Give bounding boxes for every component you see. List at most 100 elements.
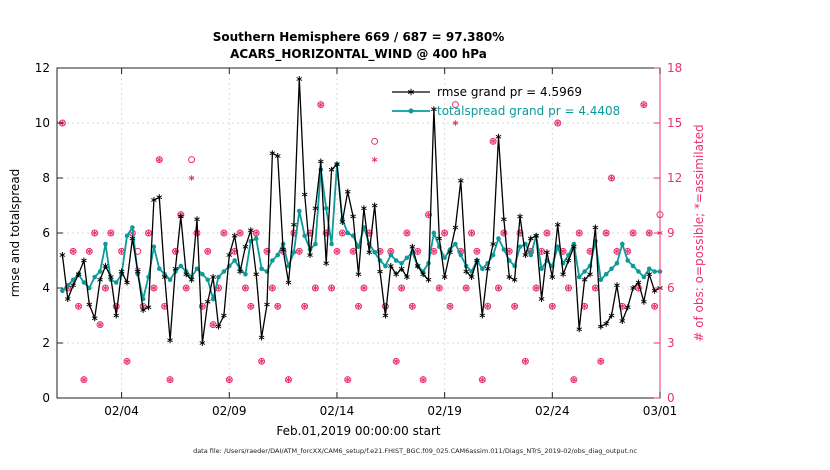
possible-obs-marker [247,302,255,310]
y-left-tick-label: 6 [42,226,50,240]
possible-obs-marker [328,284,336,292]
possible-obs-marker [85,247,93,255]
possible-obs-marker [602,229,610,237]
possible-obs-marker [651,302,659,310]
chart-title-line1: Southern Hemisphere 669 / 687 = 97.380% [212,30,505,44]
possible-obs-marker [516,229,524,237]
x-tick-label: 02/04 [104,404,139,418]
possible-obs-marker [204,247,212,255]
possible-obs-marker [575,229,583,237]
x-axis-label: Feb.01,2019 00:00:00 start [276,424,441,438]
possible-obs-marker [96,321,104,329]
possible-obs-marker [376,247,384,255]
possible-obs-marker [398,284,406,292]
y-axis-label-right: # of obs: o=possible; *=assimilated [692,124,706,342]
y-left-tick-label: 12 [35,61,50,75]
possible-obs-marker [629,229,637,237]
possible-obs-marker [462,284,470,292]
y-right-tick-label: 15 [667,116,682,130]
y-left-tick-label: 2 [42,336,50,350]
possible-obs-marker [484,302,492,310]
possible-obs-marker [435,284,443,292]
possible-obs-marker [338,229,346,237]
rmse-series [59,76,663,346]
possible-obs-marker [468,229,476,237]
possible-obs-marker [424,211,432,219]
possible-obs-marker [414,247,422,255]
possible-obs-marker [220,229,228,237]
possible-obs-marker [344,376,352,384]
possible-obs-marker [640,101,648,109]
possible-obs-marker [521,357,529,365]
possible-obs-marker [285,376,293,384]
possible-obs-marker [225,376,233,384]
possible-obs-marker [123,357,131,365]
possible-obs-marker [446,302,454,310]
possible-obs-marker [274,302,282,310]
possible-obs-marker [543,229,551,237]
possible-obs-marker [150,284,158,292]
possible-obs-marker [171,247,179,255]
y-axis-label-left: rmse and totalspread [8,168,22,298]
possible-obs-marker [403,229,411,237]
y-left-tick-label: 10 [35,116,50,130]
legend: rmse grand pr = 4.5969 totalspread grand … [392,85,620,118]
possible-obs-marker [311,284,319,292]
possible-obs-marker [645,229,653,237]
possible-obs-marker [301,302,309,310]
possible-obs-marker [392,357,400,365]
possible-obs-marker [258,357,266,365]
y-right-tick-label: 0 [667,391,675,405]
y-left-tick-label: 0 [42,391,50,405]
possible-obs-marker [489,137,497,145]
possible-obs-marker [441,229,449,237]
possible-obs-marker [451,101,459,109]
chart-title-line2: ACARS_HORIZONTAL_WIND @ 400 hPa [230,47,487,61]
possible-obs-marker [166,376,174,384]
possible-obs-marker [532,284,540,292]
possible-obs-marker [107,229,115,237]
possible-obs-marker [478,376,486,384]
data-file-caption: data file: /Users/raeder/DAI/ATM_forcXX/… [193,447,637,455]
possible-obs-marker [155,156,163,164]
possible-obs-marker [360,284,368,292]
x-tick-label: 03/01 [643,404,678,418]
possible-obs-marker [182,284,190,292]
possible-obs-marker [473,247,481,255]
possible-obs-marker [371,137,379,145]
possible-obs-marker [236,229,244,237]
possible-obs-marker [494,284,502,292]
possible-obs-marker [101,284,109,292]
x-tick-label: 02/19 [427,404,462,418]
legend-label: totalspread grand pr = 4.4408 [437,104,620,118]
y-right-tick-label: 12 [667,171,682,185]
possible-obs-marker [317,101,325,109]
possible-obs-marker [570,376,578,384]
possible-obs-marker [511,302,519,310]
y-right-tick-label: 9 [667,226,675,240]
x-tick-label: 02/24 [535,404,570,418]
possible-obs-marker [91,229,99,237]
possible-obs-marker [268,284,276,292]
possible-obs-marker [112,302,120,310]
possible-obs-marker [564,284,572,292]
possible-obs-marker [145,229,153,237]
possible-obs-marker [241,284,249,292]
y-right-tick-label: 6 [667,281,675,295]
possible-obs-marker [333,247,341,255]
possible-obs-marker [408,302,416,310]
possible-obs-marker [188,156,196,164]
possible-obs-marker [198,302,206,310]
possible-obs-marker [75,302,83,310]
possible-obs-marker [80,376,88,384]
grid-lines [57,68,660,398]
possible-obs-marker [554,119,562,127]
possible-obs-marker [263,247,271,255]
possible-obs-marker [295,247,303,255]
possible-obs-marker [69,247,77,255]
possible-obs-marker [419,376,427,384]
x-tick-label: 02/14 [320,404,355,418]
y-left-tick-label: 8 [42,171,50,185]
